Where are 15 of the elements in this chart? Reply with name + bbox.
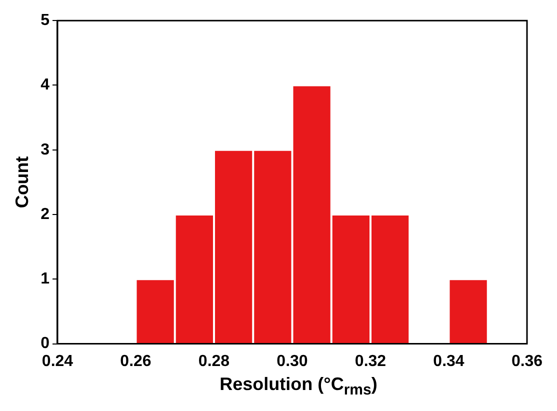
- x-tick-label: 0.30: [276, 352, 308, 370]
- y-tick-label: 0: [40, 335, 50, 352]
- x-tick-label: 0.28: [198, 352, 230, 370]
- y-tick-label: 1: [40, 270, 50, 288]
- y-tick-label: 2: [40, 206, 50, 223]
- x-tick-label: 0.24: [42, 352, 74, 370]
- y-axis-title: Count: [12, 156, 32, 208]
- x-tick-label: 0.36: [511, 352, 543, 370]
- x-tick-label: 0.32: [354, 352, 386, 370]
- y-tick-label: 3: [40, 141, 50, 158]
- y-tick-label: 4: [40, 76, 50, 94]
- x-axis-title: Resolution (°C$_{rms}$): [218, 374, 378, 399]
- y-tick-label: 5: [40, 12, 50, 30]
- x-tick-label: 0.34: [433, 352, 464, 370]
- x-tick-label: 0.26: [120, 352, 152, 370]
